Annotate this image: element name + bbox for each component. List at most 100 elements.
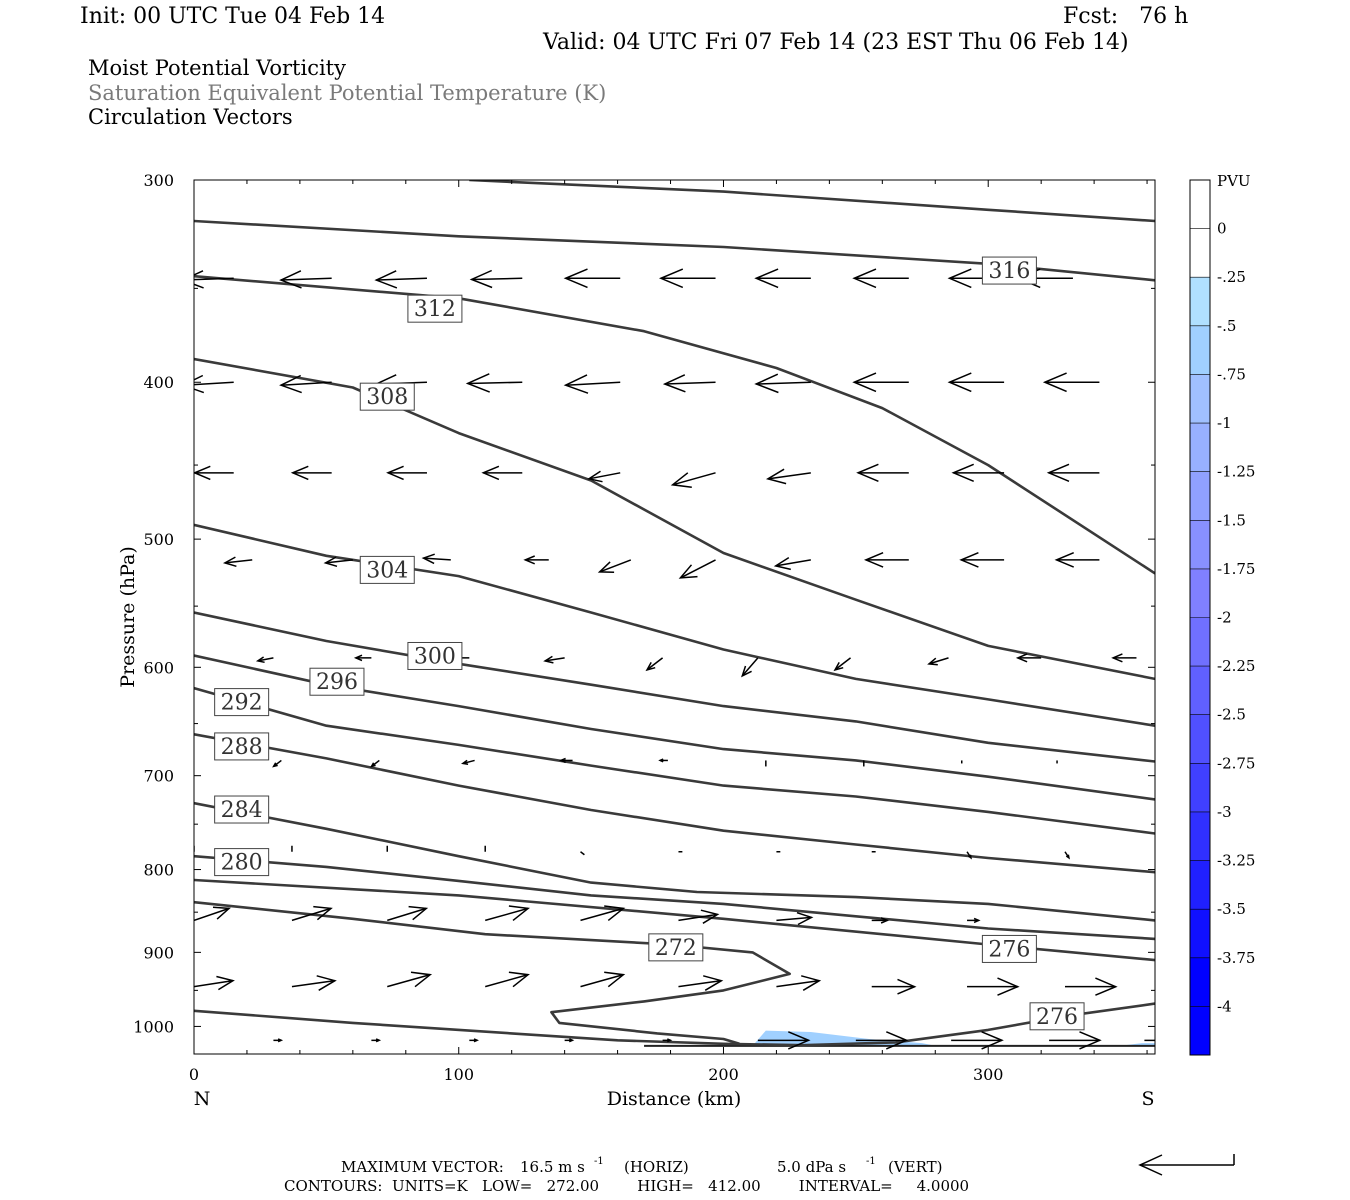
- colorbar-cell-10: [1190, 666, 1210, 715]
- vector-shaft: [756, 381, 811, 385]
- vector-head: [386, 465, 404, 481]
- vector-head: [1054, 552, 1074, 568]
- y-tick-label-800: 800: [143, 861, 174, 880]
- vector-head: [658, 268, 684, 289]
- vector-3-0: [222, 556, 253, 568]
- vector-head: [369, 762, 376, 768]
- vector-shaft: [599, 559, 632, 573]
- contour-label-box-9: [214, 795, 270, 824]
- vector-1-6: [754, 373, 811, 394]
- vector-head: [741, 665, 752, 678]
- contour-label-284: 284: [221, 798, 263, 823]
- contour-label-box-12: [648, 933, 704, 962]
- colorbar-label-7: -1.75: [1217, 560, 1255, 578]
- colorbar-label-11: -2.75: [1217, 754, 1255, 772]
- colorbar-cell-0: [1190, 180, 1210, 229]
- x-tick-label-200: 200: [708, 1065, 739, 1084]
- vector-head: [1065, 854, 1070, 860]
- vector-shaft: [776, 916, 812, 922]
- vector-8-1: [291, 975, 337, 991]
- vector-shaft: [471, 277, 523, 281]
- colorbar-label-13: -3.25: [1217, 852, 1255, 870]
- x-axis-label: Distance (km): [607, 1088, 742, 1110]
- vector-3-3: [523, 555, 549, 565]
- isentrope-276: [194, 878, 1155, 962]
- vector-head: [323, 556, 338, 568]
- vector-1-4: [563, 374, 621, 394]
- vector-shaft: [580, 973, 624, 988]
- colorbar-label-15: -3.75: [1217, 949, 1255, 967]
- vector-head: [469, 269, 493, 289]
- circulation-vectors: [194, 268, 1155, 1050]
- vector-shaft: [387, 973, 431, 988]
- vector-head: [981, 1031, 1004, 1050]
- vector-1-3: [465, 373, 523, 393]
- vector-head: [604, 905, 626, 921]
- colorbar-cell-12: [1190, 763, 1210, 812]
- vector-head: [212, 906, 231, 920]
- vector-head: [374, 270, 398, 289]
- axes: 300 400 500 600 700 800 900 1000 0 100 200 300: [133, 171, 1155, 1084]
- vector-0-7: [852, 268, 909, 289]
- vector-shaft: [775, 559, 811, 567]
- contour-label-288: 288: [221, 735, 263, 760]
- valid-time: Valid: 04 UTC Fri 07 Feb 14 (23 EST Thu …: [543, 30, 1129, 55]
- vector-2-2: [386, 465, 427, 481]
- vector-9-0: [273, 1038, 284, 1043]
- colorbar-cell-13: [1190, 811, 1210, 861]
- contour-label-box-13: [1029, 1002, 1085, 1031]
- vert-exponent: -1: [866, 1156, 876, 1167]
- vector-head: [927, 657, 938, 666]
- vector-shaft: [194, 979, 234, 988]
- vector-0-3: [469, 269, 523, 289]
- vector-9-9: [1144, 1039, 1155, 1042]
- contour-label-box-2: [407, 294, 463, 323]
- vector-head: [543, 655, 554, 664]
- colorbar-label-12: -3: [1217, 803, 1232, 821]
- vector-head: [473, 1038, 479, 1043]
- vector-shaft: [767, 472, 811, 480]
- vector-head: [587, 470, 603, 483]
- vector-head: [658, 758, 664, 763]
- vector-shaft: [776, 979, 820, 988]
- colorbar-label-16: -4: [1217, 997, 1232, 1015]
- vector-head: [997, 977, 1020, 996]
- vector-9-4: [662, 1038, 673, 1043]
- max-vector-vert: 5.0 dPa s: [777, 1158, 846, 1176]
- vector-2-4: [587, 470, 621, 483]
- vector-1-0: [194, 374, 234, 394]
- y-tick-label-1000: 1000: [133, 1017, 174, 1036]
- colorbar-cell-11: [1190, 714, 1210, 764]
- vector-head: [563, 374, 589, 394]
- vector-3-6: [773, 556, 811, 571]
- vector-9-2: [469, 1038, 479, 1043]
- vector-7-3: [485, 905, 530, 922]
- colorbar-label-2: -.5: [1217, 317, 1236, 335]
- vector-8-7: [871, 978, 917, 995]
- vector-head: [465, 373, 490, 393]
- vector-2-6: [765, 468, 811, 485]
- vector-head: [568, 1038, 575, 1043]
- vector-shaft: [423, 557, 451, 561]
- max-vector-horiz: 16.5 m s: [520, 1158, 585, 1176]
- vector-head: [801, 975, 822, 991]
- vector-0-4: [563, 268, 621, 289]
- vector-head: [194, 270, 204, 289]
- vector-head: [277, 1038, 284, 1043]
- y-tick-label-300: 300: [143, 171, 174, 190]
- vector-0-5: [658, 268, 716, 289]
- colorbar: 0 -.25 -.5 -.75 -1 -1.25 -1.5 -1.75 -2 -2.25 -2.5 -…: [1189, 179, 1255, 1056]
- isentrope-292: [194, 686, 1155, 835]
- vector-9-6: [855, 1031, 909, 1050]
- vector-6-9: [1064, 851, 1070, 860]
- isentrope-304: [194, 523, 1155, 727]
- vector-8-3: [485, 971, 530, 988]
- vector-head: [863, 552, 884, 568]
- vector-head: [1046, 463, 1070, 482]
- vector-shaft: [280, 381, 332, 386]
- vector-2-0: [194, 465, 234, 481]
- vector-head: [353, 654, 363, 662]
- vector-5-4: [658, 758, 668, 763]
- field-title-vectors: Circulation Vectors: [88, 105, 293, 129]
- vector-4-9: [1111, 653, 1137, 663]
